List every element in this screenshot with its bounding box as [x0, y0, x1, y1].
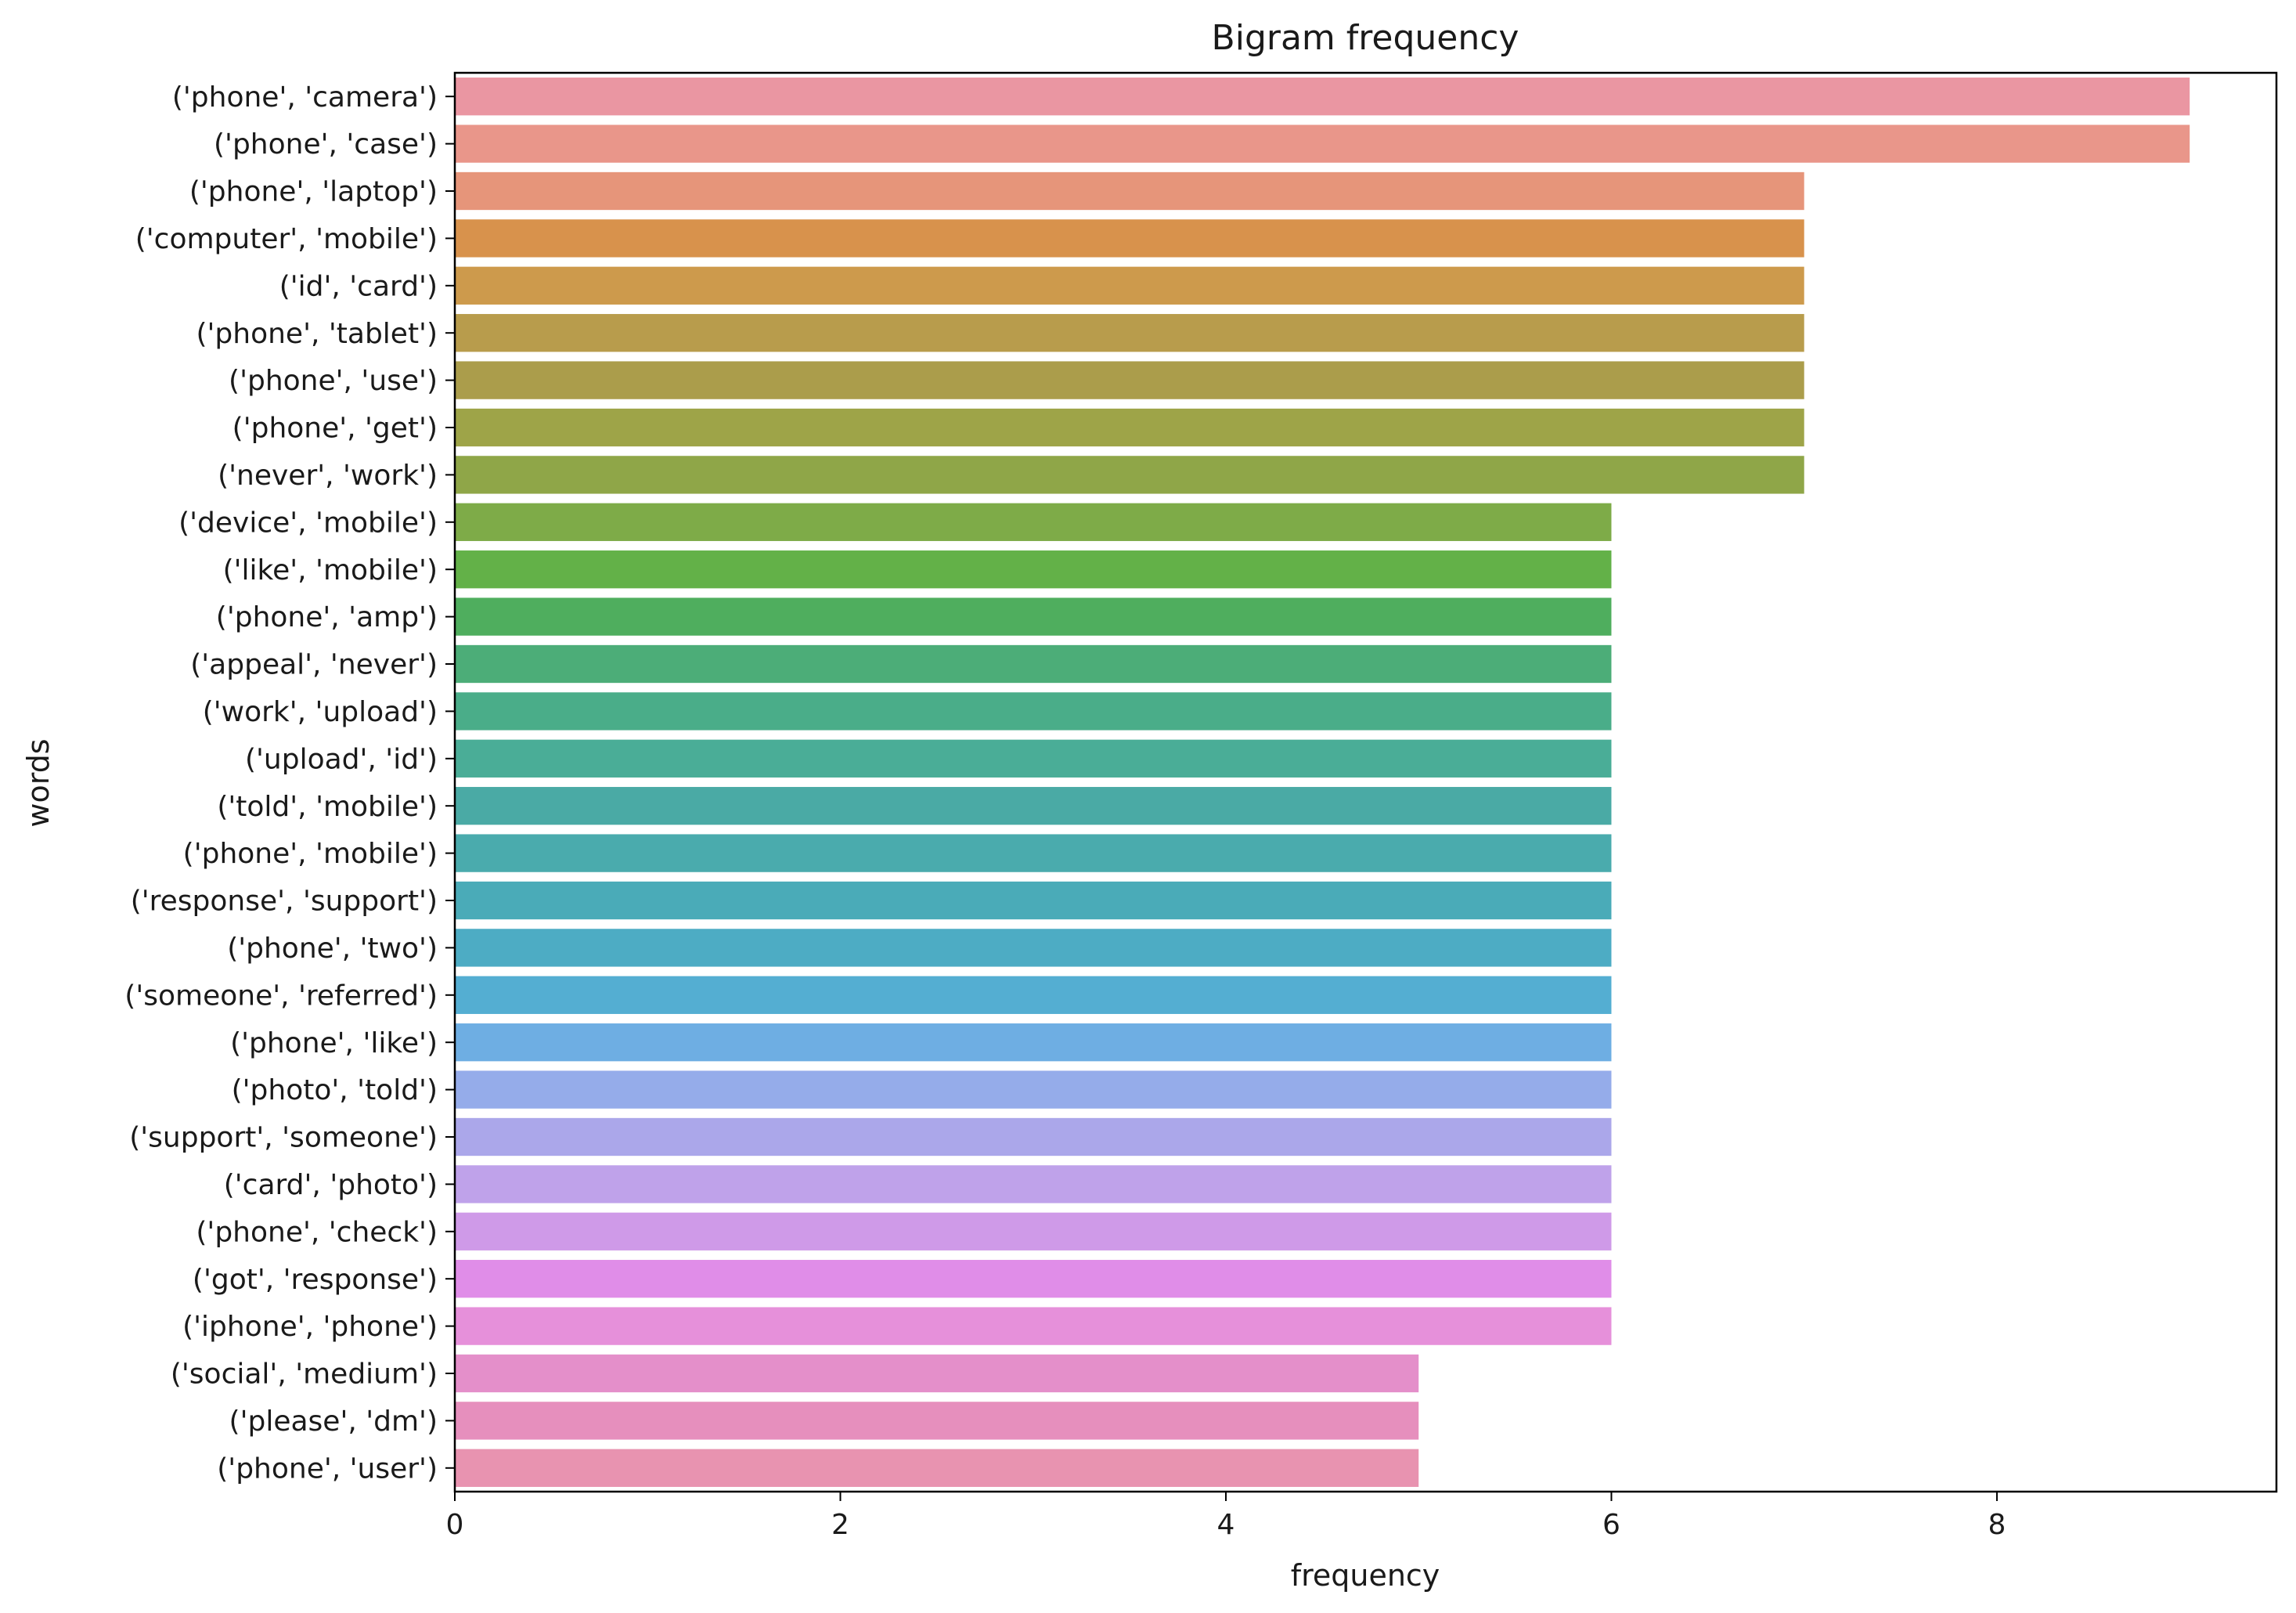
- y-tick-label: ('response', 'support'): [131, 886, 438, 918]
- plot-frame: [453, 71, 2278, 1493]
- bar: [455, 976, 1612, 1014]
- y-tick-labels: ('phone', 'camera') ('phone', 'case') ('ph…: [124, 81, 455, 1485]
- y-tick-label: ('got', 'response'): [193, 1264, 438, 1296]
- y-tick-label: ('phone', 'check'): [196, 1216, 438, 1248]
- bar: [455, 1307, 1612, 1345]
- bar: [455, 408, 1804, 447]
- y-tick-label: ('never', 'work'): [218, 460, 438, 492]
- bar: [455, 834, 1612, 872]
- y-axis-label: words: [21, 738, 56, 827]
- x-tick-label: 6: [1602, 1509, 1620, 1541]
- y-tick-label: ('phone', 'like'): [230, 1027, 438, 1059]
- bar: [455, 787, 1612, 825]
- x-tick-label: 2: [831, 1509, 849, 1541]
- bar: [455, 1449, 1419, 1487]
- y-tick-label: ('card', 'photo'): [224, 1169, 438, 1201]
- y-tick-label: ('phone', 'laptop'): [189, 176, 438, 208]
- y-tick-label: ('appeal', 'never'): [190, 649, 438, 681]
- bar: [455, 644, 1612, 684]
- x-tick-label: 0: [446, 1509, 464, 1541]
- y-tick-label: ('photo', 'told'): [232, 1074, 438, 1106]
- y-tick-label: ('please', 'dm'): [229, 1406, 438, 1438]
- x-ticks: 0 2 4 6 8: [446, 1492, 2006, 1541]
- bar: [455, 1023, 1612, 1062]
- bar: [455, 314, 1804, 352]
- y-tick-label: ('support', 'someone'): [129, 1122, 438, 1154]
- y-tick-label: ('someone', 'referred'): [124, 980, 438, 1012]
- y-tick-label: ('phone', 'amp'): [216, 601, 438, 633]
- bar: [455, 456, 1804, 494]
- bar: [455, 124, 2190, 163]
- y-tick-label: ('iphone', 'phone'): [182, 1311, 438, 1343]
- bar: [455, 1260, 1612, 1298]
- y-tick-label: ('id', 'card'): [279, 270, 438, 302]
- bar: [455, 1354, 1419, 1393]
- bar: [455, 361, 1804, 399]
- y-tick-label: ('computer', 'mobile'): [135, 223, 438, 255]
- bar: [455, 597, 1612, 636]
- y-tick-label: ('device', 'mobile'): [178, 507, 438, 539]
- y-tick-label: ('work', 'upload'): [203, 696, 438, 728]
- y-tick-label: ('phone', 'use'): [229, 365, 438, 397]
- bar: [455, 1117, 1612, 1157]
- bar: [455, 881, 1612, 920]
- bar: [455, 1070, 1612, 1109]
- y-tick-label: ('upload', 'id'): [245, 743, 438, 775]
- chart-title: Bigram frequency: [1212, 18, 1519, 58]
- x-tick-label: 8: [1988, 1509, 2006, 1541]
- y-tick-label: ('told', 'mobile'): [217, 791, 438, 823]
- bar: [455, 1165, 1612, 1203]
- y-tick-label: ('phone', 'user'): [217, 1452, 438, 1485]
- bar: [455, 550, 1612, 589]
- bar: [455, 692, 1612, 731]
- y-tick-label: ('like', 'mobile'): [223, 554, 438, 586]
- y-tick-label: ('phone', 'case'): [214, 128, 438, 161]
- x-axis-label: frequency: [1291, 1558, 1440, 1593]
- y-tick-label: ('phone', 'tablet'): [196, 318, 438, 350]
- bar: [455, 171, 1804, 211]
- bar: [455, 1402, 1419, 1440]
- bar: [455, 503, 1612, 541]
- y-tick-label: ('phone', 'two'): [227, 933, 438, 965]
- bar-group: [455, 78, 2190, 1487]
- y-tick-label: ('phone', 'mobile'): [183, 838, 438, 870]
- bar: [455, 266, 1804, 305]
- bar: [455, 929, 1612, 967]
- bar: [455, 78, 2190, 116]
- bar: [455, 1212, 1612, 1250]
- y-tick-label: ('phone', 'get'): [232, 413, 438, 445]
- y-tick-label: ('social', 'medium'): [171, 1359, 438, 1391]
- bar: [455, 739, 1612, 778]
- bar: [455, 219, 1804, 258]
- x-tick-label: 4: [1217, 1509, 1235, 1541]
- y-tick-label: ('phone', 'camera'): [172, 81, 438, 114]
